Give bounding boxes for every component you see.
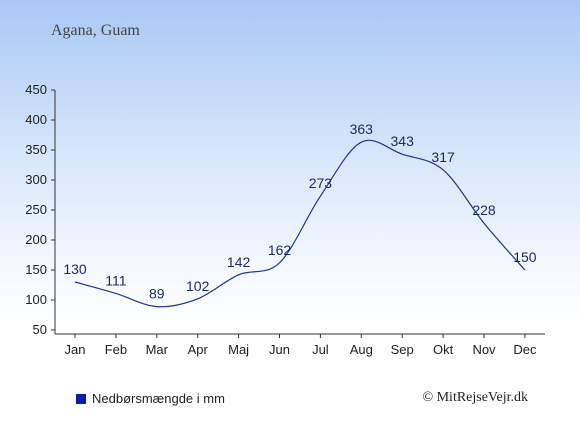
y-axis-ticks: 50 100 150 200 250 300 350 400 450 — [25, 82, 55, 337]
data-labels: 130 111 89 102 142 162 273 363 343 317 228 150 — [63, 121, 536, 301]
x-tick-label-apr: Apr — [188, 342, 209, 357]
legend-swatch — [76, 393, 86, 404]
data-label-sep: 343 — [391, 133, 415, 149]
data-label-nov: 228 — [472, 202, 496, 218]
y-tick-label: 450 — [25, 82, 47, 97]
data-label-jun: 162 — [268, 242, 292, 258]
legend-label: Nedbørsmængde i mm — [92, 391, 225, 406]
y-tick-label: 350 — [25, 142, 47, 157]
x-tick-label-jan: Jan — [65, 342, 86, 357]
y-tick-label: 400 — [25, 112, 47, 127]
x-axis-ticks: Jan Feb Mar Apr Maj Jun Jul Aug Sep Okt Nov Dec — [65, 334, 537, 357]
data-label-aug: 363 — [350, 121, 374, 137]
x-tick-label-aug: Aug — [350, 342, 373, 357]
data-label-apr: 102 — [186, 278, 210, 294]
y-tick-label: 300 — [25, 172, 47, 187]
axes — [54, 90, 545, 335]
x-tick-label-jul: Jul — [312, 342, 329, 357]
rainfall-series-line — [74, 139, 526, 308]
data-label-jul: 273 — [309, 175, 333, 191]
y-tick-label: 50 — [33, 322, 47, 337]
x-tick-label-mar: Mar — [146, 342, 169, 357]
y-tick-label: 250 — [25, 202, 47, 217]
data-label-okt: 317 — [431, 149, 455, 165]
legend: Nedbørsmængde i mm — [76, 391, 225, 406]
x-tick-label-okt: Okt — [433, 342, 454, 357]
x-tick-label-sep: Sep — [391, 342, 414, 357]
y-tick-label: 200 — [25, 232, 47, 247]
location-title: Agana, Guam — [51, 22, 140, 39]
data-label-jan: 130 — [63, 261, 87, 277]
data-label-dec: 150 — [513, 249, 537, 265]
y-tick-label: 150 — [25, 262, 47, 277]
x-tick-label-nov: Nov — [472, 342, 496, 357]
copyright-text: © MitRejseVejr.dk — [422, 390, 528, 405]
y-tick-label: 100 — [25, 292, 47, 307]
x-tick-label-dec: Dec — [513, 342, 537, 357]
x-tick-label-maj: Maj — [228, 342, 249, 357]
data-label-feb: 111 — [105, 272, 126, 288]
data-label-maj: 142 — [227, 254, 251, 270]
data-label-mar: 89 — [149, 286, 165, 302]
x-tick-label-feb: Feb — [105, 342, 127, 357]
x-tick-label-jun: Jun — [269, 342, 290, 357]
